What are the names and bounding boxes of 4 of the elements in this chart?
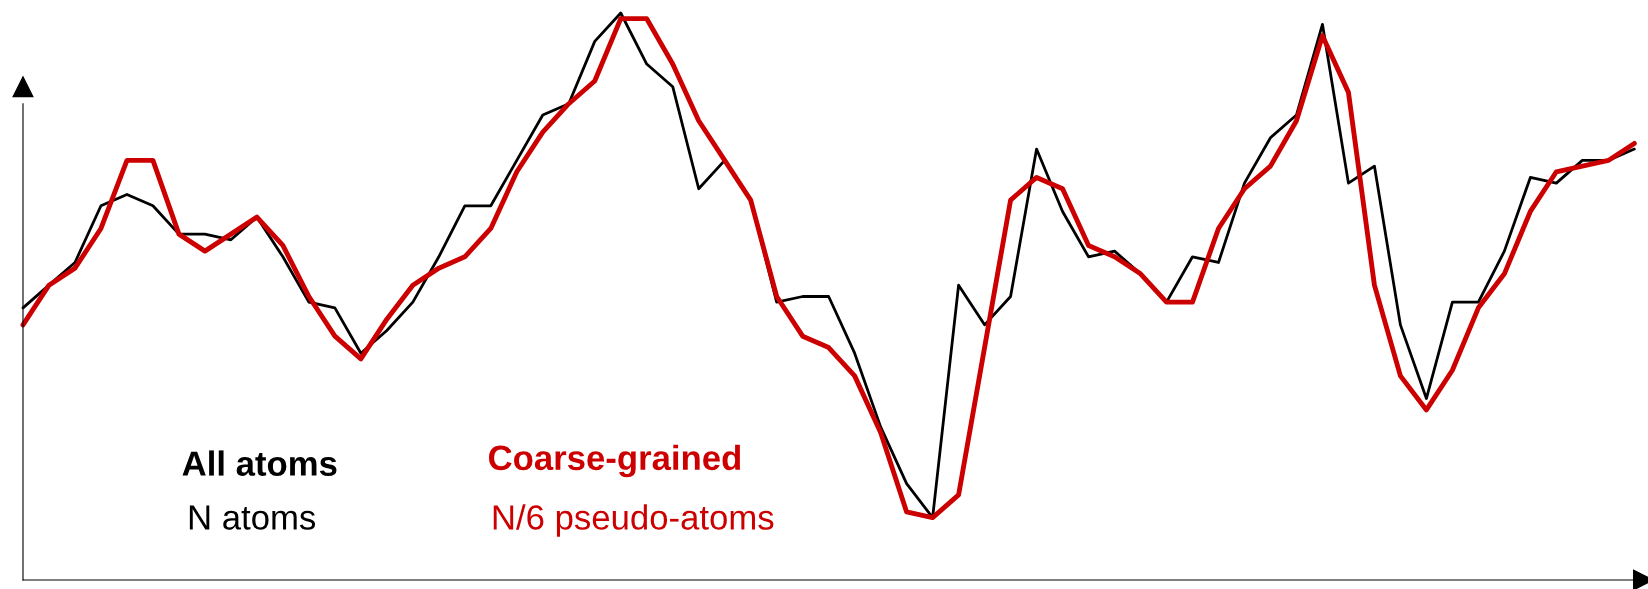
text: Coarse-grained	[489, 444, 740, 478]
annotation: N/6 pseudo-atoms	[493, 504, 774, 537]
text: All atoms	[182, 450, 337, 476]
annotation: N atoms	[189, 505, 316, 530]
